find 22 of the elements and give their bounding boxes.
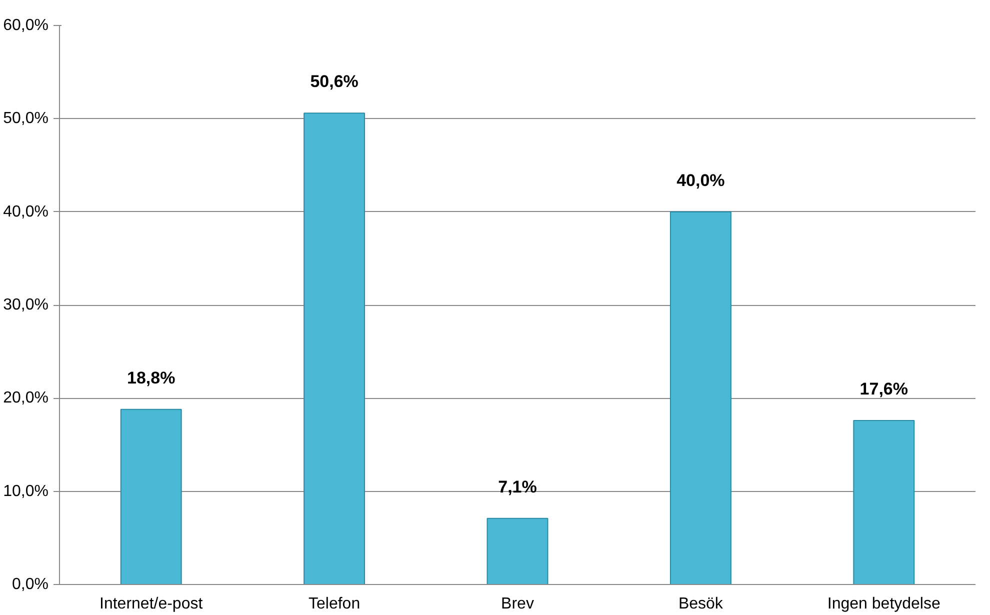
y-tick-label: 30,0% — [3, 296, 49, 314]
data-label: 18,8% — [127, 368, 176, 388]
x-tick-label: Internet/e-post — [100, 596, 204, 612]
x-tick-label: Brev — [501, 596, 534, 612]
data-label: 40,0% — [676, 170, 725, 190]
bar — [486, 518, 548, 584]
y-tick-label: 10,0% — [3, 482, 49, 500]
bar — [670, 211, 732, 584]
bar — [304, 112, 366, 584]
y-tick-label: 40,0% — [3, 203, 49, 220]
y-tick-label: 60,0% — [3, 17, 49, 34]
data-label: 50,6% — [310, 72, 358, 92]
data-label: 17,6% — [860, 380, 908, 399]
x-tick-label: Telefon — [308, 596, 360, 612]
x-tick-label: Besök — [678, 596, 724, 612]
y-tick-label: 0,0% — [12, 576, 48, 593]
y-tick-label: 20,0% — [3, 390, 49, 407]
bar — [120, 408, 182, 584]
x-tick-label: Ingen betydelse — [827, 596, 940, 612]
data-label: 7,1% — [498, 477, 537, 496]
y-tick-label: 50,0% — [3, 110, 49, 128]
bar — [853, 420, 915, 584]
